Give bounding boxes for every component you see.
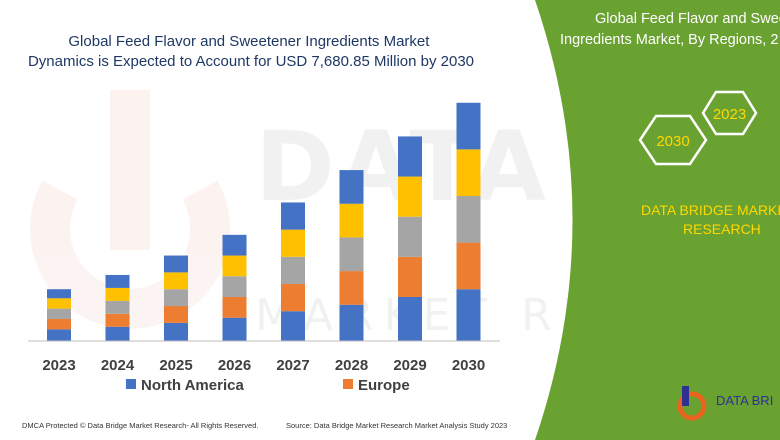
bar-2023-segment-3: [47, 298, 71, 309]
bar-2024-segment-1: [105, 313, 130, 327]
brand-logo: DATA BRI: [677, 386, 773, 421]
bar-2025-segment-4: [164, 255, 188, 273]
bar-2030-segment-0: [456, 289, 481, 341]
bar-2030-segment-2: [456, 195, 481, 243]
bar-2026-segment-3: [222, 255, 247, 277]
bar-2023-segment-4: [47, 289, 71, 299]
bar-2029-segment-3: [398, 176, 422, 217]
x-axis-tick-labels: 2023 2024 2025 2026 2027 2028 2029 2030: [42, 357, 485, 374]
background-watermark-logo: [30, 90, 230, 329]
bar-2027-segment-1: [281, 284, 305, 312]
bar-2030-segment-3: [456, 149, 481, 196]
hexagon-2030: 2030: [638, 114, 708, 166]
x-tick-label-2024: 2024: [101, 357, 135, 374]
svg-text:2023: 2023: [713, 106, 746, 123]
bar-2024-segment-4: [105, 274, 130, 288]
bar-2025-segment-0: [164, 322, 188, 341]
brand-line2: RESEARCH: [683, 221, 761, 237]
bar-2028-segment-4: [339, 170, 364, 204]
green-side-panel: [535, 0, 780, 440]
bar-2023-segment-0: [47, 329, 71, 341]
bar-2024-segment-2: [105, 300, 130, 314]
panel-title-line2: Ingredients Market, By Regions, 2: [560, 32, 778, 48]
panel-title-line1: Global Feed Flavor and Sweete: [595, 11, 780, 27]
chart-title: Global Feed Flavor and Sweetener Ingredi…: [28, 33, 474, 70]
legend: North America Europe: [126, 377, 410, 394]
hexagon-2023: 2023: [701, 90, 758, 136]
bar-2027-segment-2: [281, 256, 305, 285]
bar-2029-segment-1: [398, 256, 422, 297]
bar-2023-segment-2: [47, 308, 71, 319]
bar-2025-segment-2: [164, 289, 188, 307]
legend-swatch-europe: [343, 379, 353, 389]
bar-2028-segment-1: [339, 271, 364, 305]
x-tick-label-2025: 2025: [159, 357, 192, 374]
bar-2023-segment-1: [47, 318, 71, 330]
bar-2027-segment-0: [281, 311, 305, 341]
x-tick-label-2023: 2023: [42, 357, 75, 374]
bar-2027-segment-3: [281, 229, 305, 257]
footer-source: Source: Data Bridge Market Research Mark…: [286, 421, 507, 430]
legend-label-europe: Europe: [358, 377, 410, 394]
bar-2026-segment-0: [222, 317, 247, 341]
bar-2024-segment-3: [105, 287, 130, 301]
bar-2024-segment-0: [105, 326, 130, 341]
bar-2029-segment-2: [398, 216, 422, 257]
bar-2028-segment-3: [339, 203, 364, 238]
x-tick-label-2027: 2027: [276, 357, 309, 374]
bar-2029-segment-0: [398, 296, 422, 341]
bar-2025-segment-3: [164, 272, 188, 290]
bar-2029-segment-4: [398, 136, 422, 177]
bar-2026-segment-1: [222, 296, 247, 318]
footer-dmca: DMCA Protected © Data Bridge Market Rese…: [22, 421, 258, 430]
bar-2027-segment-4: [281, 202, 305, 230]
x-tick-label-2029: 2029: [393, 357, 426, 374]
bar-2026-segment-2: [222, 276, 247, 297]
brand-line1: DATA BRIDGE MARKE: [641, 202, 780, 218]
bar-2028-segment-2: [339, 237, 364, 272]
x-tick-label-2030: 2030: [452, 357, 485, 374]
legend-label-north-america: North America: [141, 377, 244, 394]
logo-text: DATA BRI: [716, 393, 773, 408]
bar-2028-segment-0: [339, 304, 364, 341]
svg-text:2030: 2030: [656, 133, 689, 150]
bar-plot-area: [47, 102, 481, 341]
x-tick-label-2028: 2028: [335, 357, 368, 374]
bar-2030-segment-4: [456, 102, 481, 150]
bar-2025-segment-1: [164, 306, 188, 323]
bar-2030-segment-1: [456, 242, 481, 290]
legend-swatch-north-america: [126, 379, 136, 389]
bar-2026-segment-4: [222, 234, 247, 256]
x-tick-label-2026: 2026: [218, 357, 251, 374]
